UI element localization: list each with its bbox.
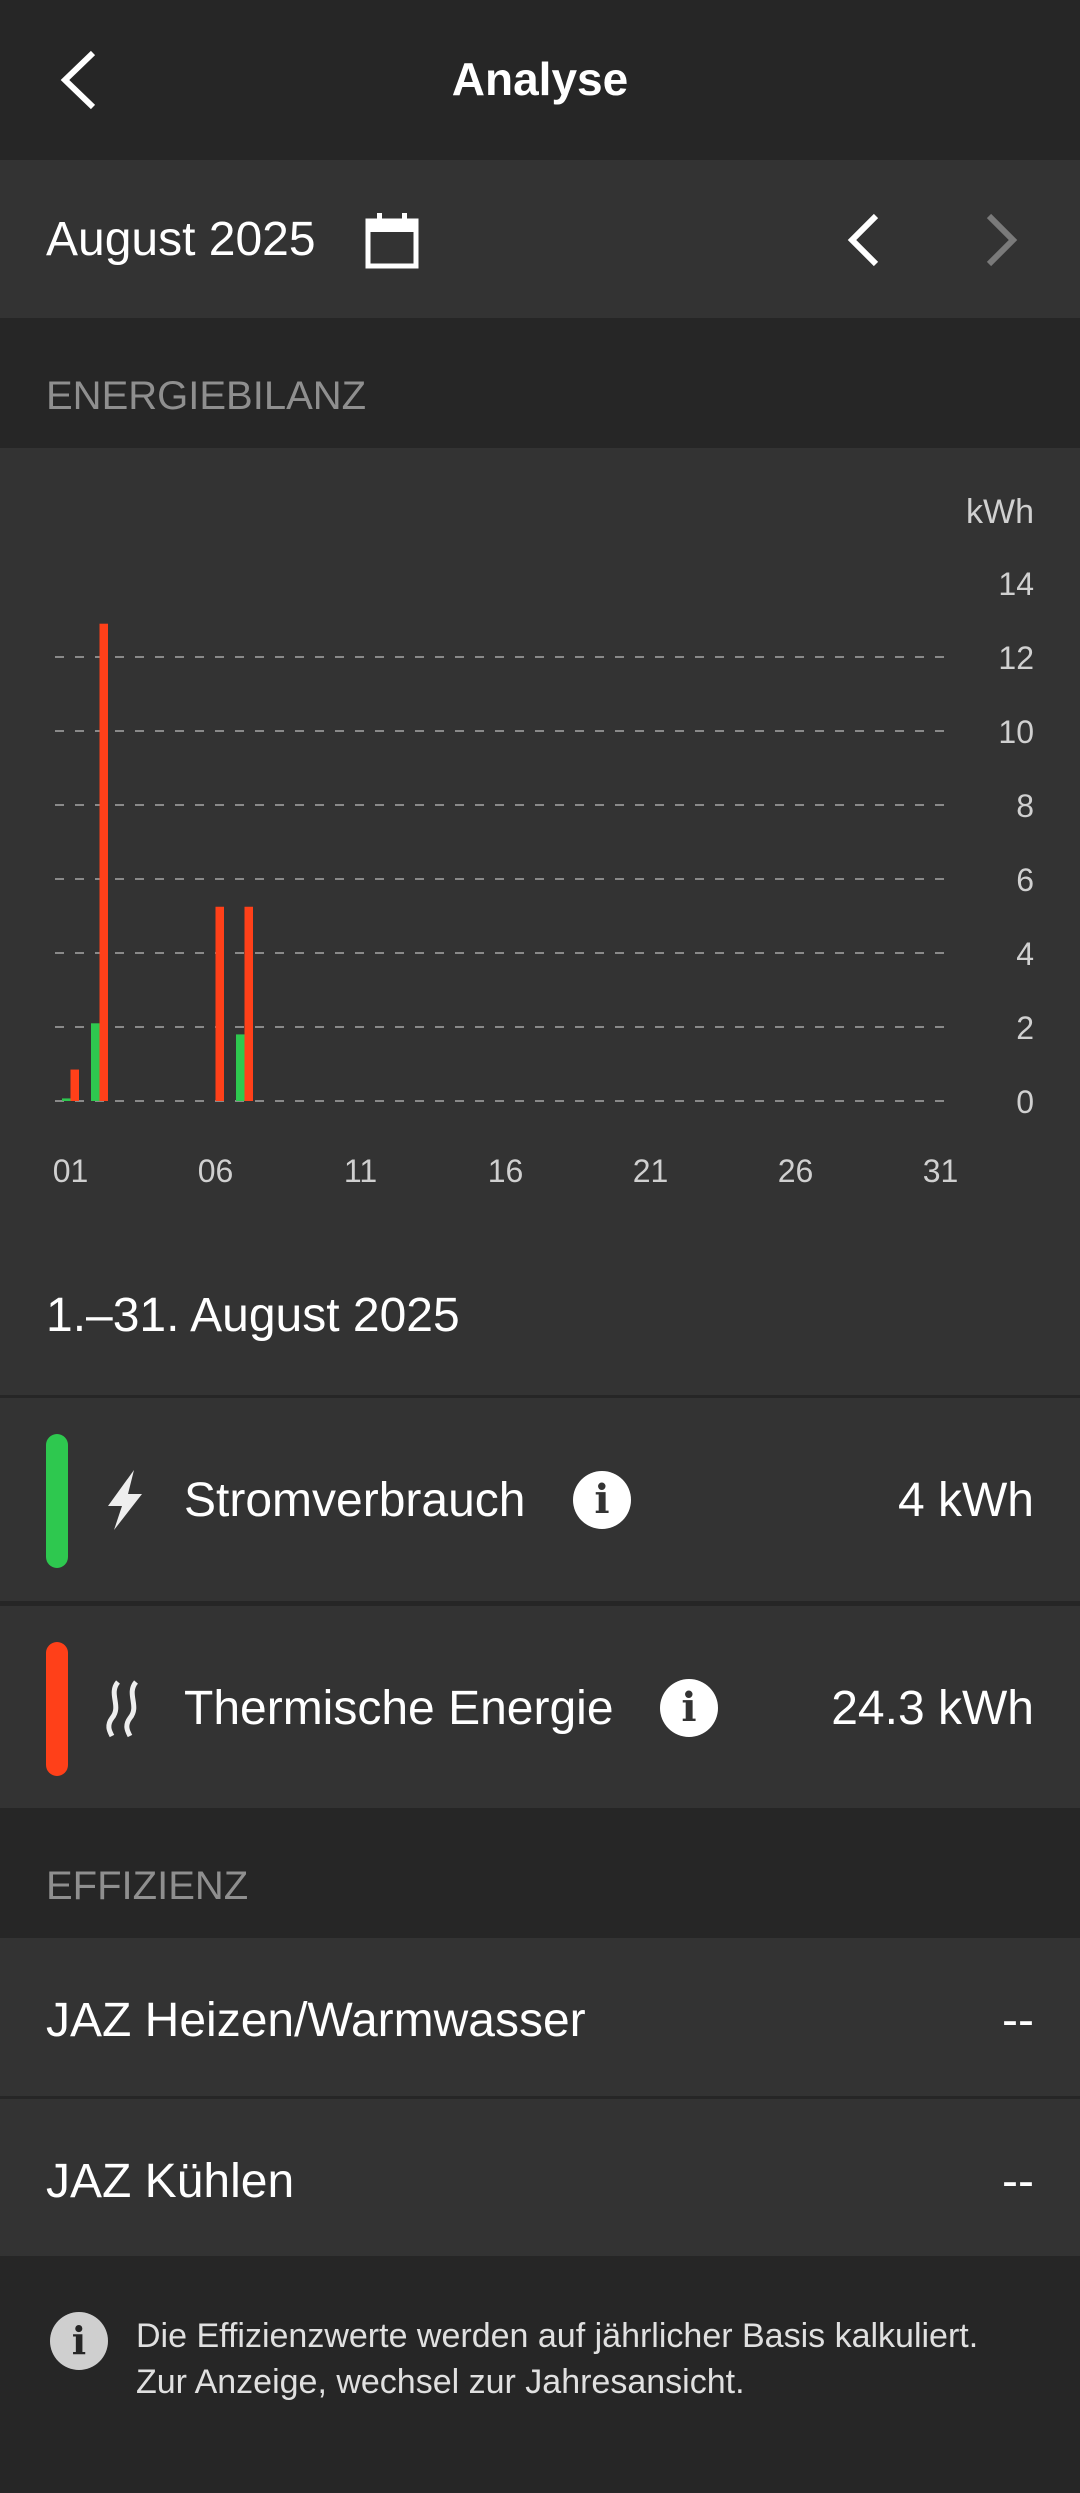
summary-row-electric: Stromverbrauch i 4 kWh [0, 1398, 1080, 1601]
efficiency-row-cooling: JAZ Kühlen -- [0, 2099, 1080, 2256]
section-efficiency: EFFIZIENZ [0, 1808, 1080, 1938]
jaz-heating-label: JAZ Heizen/Warmwasser [46, 1994, 586, 2047]
efficiency-row-heating: JAZ Heizen/Warmwasser -- [0, 1938, 1080, 2096]
thermal-bar [70, 1069, 79, 1101]
x-tick-label: 06 [198, 1153, 234, 1189]
y-tick-label: 12 [998, 640, 1034, 676]
back-arrow-icon[interactable] [55, 45, 105, 115]
calendar-icon[interactable] [364, 212, 420, 270]
y-tick-label: 2 [1016, 1010, 1034, 1046]
y-tick-label: 0 [1016, 1084, 1034, 1120]
x-tick-label: 01 [53, 1153, 89, 1189]
electric-color-indicator [46, 1434, 68, 1568]
x-tick-label: 26 [778, 1153, 814, 1189]
previous-month-button[interactable] [840, 210, 890, 270]
jaz-cooling-value: -- [1002, 2155, 1034, 2208]
y-tick-label: 4 [1016, 936, 1034, 972]
heat-waves-icon [106, 1680, 139, 1738]
thermal-label: Thermische Energie [184, 1682, 614, 1735]
y-tick-label: 6 [1016, 862, 1034, 898]
next-month-button[interactable] [975, 210, 1025, 270]
electric-bar [91, 1023, 100, 1101]
section-energy: ENERGIEBILANZ [0, 318, 1080, 448]
y-tick-label: 8 [1016, 788, 1034, 824]
energy-bar-chart: kWh 0 2 4 6 8 10 12 14 01 06 11 16 21 26 31 [53, 493, 1034, 1189]
thermal-bar [99, 623, 108, 1101]
info-icon: i [50, 2312, 108, 2370]
note-text: Die Effizienzwerte werden auf jährlicher… [136, 2317, 979, 2401]
thermal-color-indicator [46, 1642, 68, 1776]
electric-value: 4 kWh [897, 1474, 1034, 1527]
info-icon[interactable]: i [660, 1679, 718, 1737]
month-label[interactable]: August 2025 [46, 213, 316, 266]
summary-row-thermal: Thermische Energie i 24.3 kWh [0, 1606, 1080, 1808]
period-label: 1.–31. August 2025 [46, 1289, 460, 1342]
app-header: Analyse [0, 0, 1080, 160]
info-icon[interactable]: i [573, 1471, 631, 1529]
electric-label: Stromverbrauch [184, 1474, 526, 1527]
y-tick-label: 14 [998, 566, 1034, 602]
x-tick-label: 16 [488, 1153, 524, 1189]
jaz-heating-value: -- [1002, 1994, 1034, 2047]
page-title: Analyse [451, 53, 629, 105]
x-tick-label: 31 [923, 1153, 959, 1189]
month-selector: August 2025 [0, 160, 1080, 318]
thermal-bar [244, 906, 253, 1101]
electric-bar [62, 1098, 71, 1101]
lightning-icon [108, 1470, 142, 1530]
thermal-bar [215, 906, 224, 1101]
efficiency-note: i Die Effizienzwerte werden auf jährlich… [0, 2256, 1080, 2493]
electric-bar [236, 1034, 245, 1101]
y-axis-unit: kWh [966, 493, 1034, 531]
thermal-value: 24.3 kWh [831, 1682, 1034, 1735]
x-tick-label: 21 [633, 1153, 669, 1189]
y-tick-label: 10 [998, 714, 1034, 750]
x-tick-label: 11 [344, 1153, 377, 1189]
energy-chart-panel: kWh 0 2 4 6 8 10 12 14 01 06 11 16 21 26 31 1.–31. Augu… [0, 448, 1080, 1395]
jaz-cooling-label: JAZ Kühlen [46, 2155, 295, 2208]
